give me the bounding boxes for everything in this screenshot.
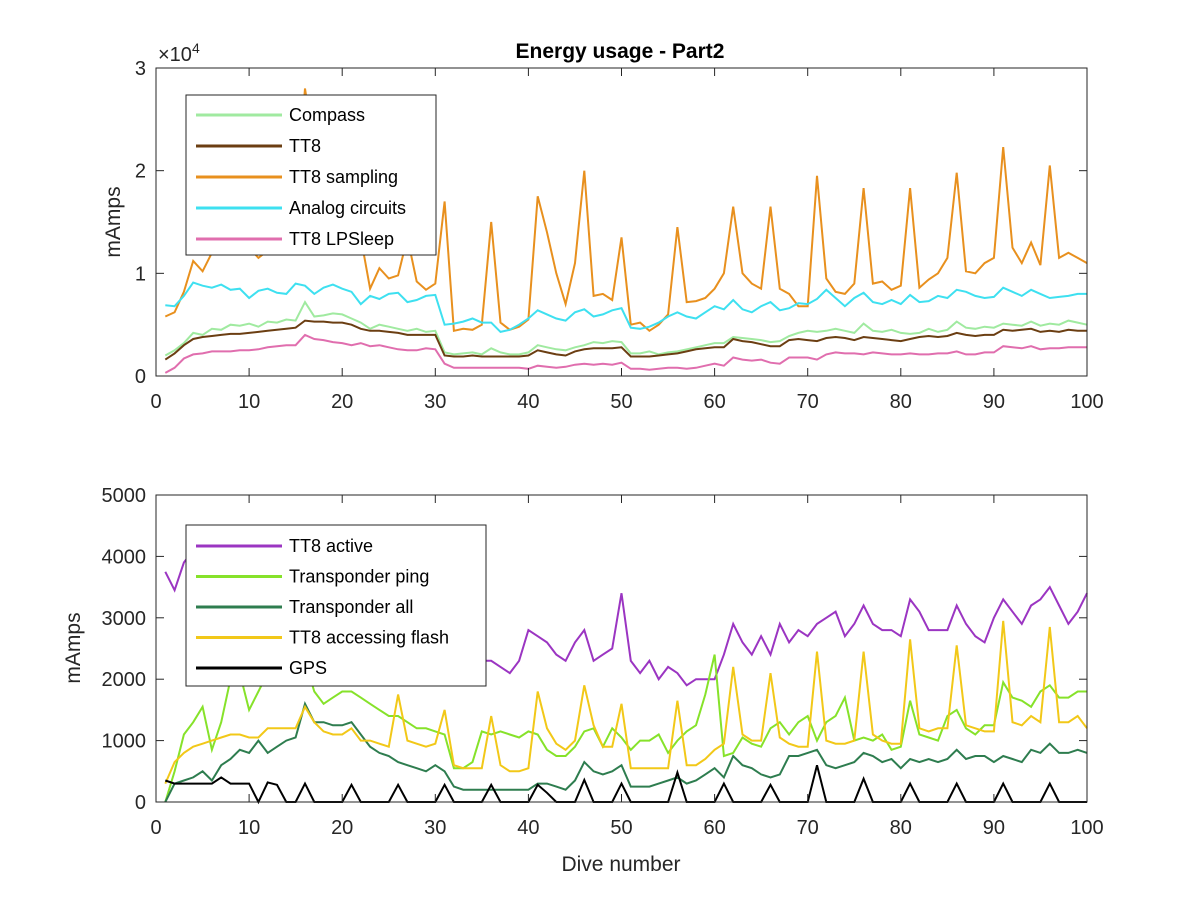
legend-label-tt8-active: TT8 active <box>289 536 373 556</box>
x-tick-label: 100 <box>1070 817 1103 839</box>
y-tick-label: 4000 <box>102 546 147 568</box>
x-tick-label: 50 <box>610 817 632 839</box>
legend-entries: Compass TT8 TT8 sampling Analog circuits TT8… <box>196 105 406 249</box>
y-tick-label: 0 <box>135 366 146 388</box>
y-tick-label: 1000 <box>102 731 147 753</box>
legend-label-compass: Compass <box>289 105 365 125</box>
x-tick-label: 10 <box>238 391 260 413</box>
series-line-compass <box>164 300 1088 357</box>
x-tick-label: 80 <box>890 391 912 413</box>
y-tick-label: 2 <box>135 161 146 183</box>
x-tick-label: 0 <box>150 391 161 413</box>
x-tick-label: 40 <box>517 391 539 413</box>
series-line-tt8-lpsleep <box>164 333 1087 374</box>
x-tick-label: 90 <box>983 817 1005 839</box>
y-tick-label: 2000 <box>102 669 147 691</box>
x-axis: 0 10 20 30 40 50 60 70 80 90 100 <box>150 68 1104 413</box>
x-tick-label: 80 <box>890 817 912 839</box>
legend-box <box>185 94 437 256</box>
y-tick-label: 0 <box>135 792 146 814</box>
x-tick-label: 60 <box>703 391 725 413</box>
legend-label-analog-circuits: Analog circuits <box>289 198 406 218</box>
chart-energy-part2: Energy usage - Part2 0 10 20 30 40 50 60 70 80 90… <box>102 40 1104 413</box>
y-axis: 0 1 2 3 <box>135 58 1087 388</box>
series-line-analog-circuits <box>165 281 1087 333</box>
y-tick-label: 1 <box>135 263 146 285</box>
legend-label-tt8-lpsleep: TT8 LPSleep <box>289 229 394 249</box>
x-axis: 0 10 20 30 40 50 60 70 80 90 100 <box>150 495 1104 839</box>
exponent-power: 4 <box>192 40 200 56</box>
x-tick-label: 0 <box>150 817 161 839</box>
x-tick-label: 30 <box>424 391 446 413</box>
series-line-transponder-ping <box>164 654 1087 803</box>
svg-text:×104: ×104 <box>158 40 200 66</box>
y-exponent: ×104 <box>158 40 200 66</box>
legend-label-tt8: TT8 <box>289 136 321 156</box>
y-tick-label: 3 <box>135 58 146 80</box>
x-tick-label: 50 <box>610 391 632 413</box>
legend-label-tt8-sampling: TT8 sampling <box>289 167 398 187</box>
legend-label-tt8-accessing-flash: TT8 accessing flash <box>289 628 449 648</box>
y-axis-label: mAmps <box>102 186 125 257</box>
x-tick-label: 60 <box>703 817 725 839</box>
legend-entries: TT8 active Transponder ping Transponder al… <box>196 536 449 678</box>
x-tick-label: 100 <box>1070 391 1103 413</box>
legend-label-transponder-ping: Transponder ping <box>289 567 429 587</box>
x-tick-label: 40 <box>517 817 539 839</box>
series-line-tt8 <box>164 319 1087 361</box>
x-tick-label: 30 <box>424 817 446 839</box>
chart-title: Energy usage - Part2 <box>516 40 725 63</box>
x-tick-label: 20 <box>331 391 353 413</box>
exponent-base: ×10 <box>158 44 192 66</box>
x-tick-label: 70 <box>797 391 819 413</box>
y-axis-label: mAmps <box>62 612 85 683</box>
legend: Compass TT8 TT8 sampling Analog circuits TT8… <box>185 94 437 256</box>
x-axis-label: Dive number <box>561 853 680 876</box>
x-tick-label: 70 <box>797 817 819 839</box>
x-tick-label: 10 <box>238 817 260 839</box>
legend-label-transponder-all: Transponder all <box>289 597 413 617</box>
y-axis: 0 1000 2000 3000 4000 5000 <box>102 485 1087 814</box>
legend: TT8 active Transponder ping Transponder al… <box>185 524 487 687</box>
y-tick-label: 5000 <box>102 485 147 507</box>
x-tick-label: 20 <box>331 817 353 839</box>
series-line-transponder-all <box>164 701 1088 803</box>
x-tick-label: 90 <box>983 391 1005 413</box>
legend-label-gps: GPS <box>289 658 327 678</box>
chart-energy-part2-lower: 0 10 20 30 40 50 60 70 80 90 100 0 1000 2000 3000 4000… <box>62 485 1104 876</box>
y-tick-label: 3000 <box>102 608 147 630</box>
series-line-tt8-accessing-flash <box>164 620 1088 784</box>
